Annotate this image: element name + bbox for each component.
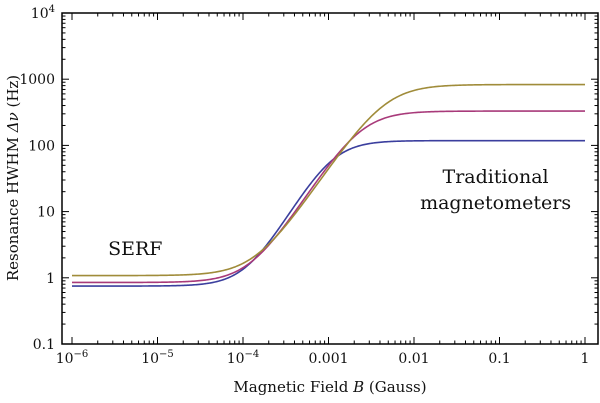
x-tick-label: 0.1 xyxy=(488,351,510,367)
y-tick-label: 1 xyxy=(46,271,55,287)
y-tick-label: 0.1 xyxy=(33,337,55,353)
y-tick-label: 1000 xyxy=(19,72,55,88)
annotation-label: magnetometers xyxy=(420,192,571,214)
y-axis-title: Resonance HWHM Δν (Hz) xyxy=(4,75,22,281)
series-line-magenta xyxy=(72,110,585,284)
tick-labels-layer: 10−6 10−5 10−4 0.001 0.01 0.1 1 0.1 1 10 100 1000 10… xyxy=(19,4,589,367)
x-tick-label: 0.001 xyxy=(308,351,348,367)
x-axis-title: Magnetic Field B (Gauss) xyxy=(233,378,426,396)
x-tick-label: 1 xyxy=(581,351,590,367)
x-tick-label: 10−6 xyxy=(56,349,89,367)
x-tick-label: 10−4 xyxy=(227,349,260,367)
x-tick-label: 0.01 xyxy=(398,351,429,367)
annotation-label: Traditional xyxy=(443,166,549,188)
y-tick-label: 100 xyxy=(28,138,55,154)
y-tick-label: 10 xyxy=(37,205,55,221)
series-line-blue xyxy=(72,139,585,287)
ticks-layer xyxy=(62,12,598,345)
series-line-gold xyxy=(72,83,585,277)
x-tick-label: 10−5 xyxy=(141,349,174,367)
annotation-label: SERF xyxy=(108,238,162,260)
annotations-layer: SERF Traditional magnetometers xyxy=(108,166,571,260)
plot-frame xyxy=(61,12,599,345)
curves-layer xyxy=(72,83,585,287)
y-tick-label: 104 xyxy=(31,4,55,22)
